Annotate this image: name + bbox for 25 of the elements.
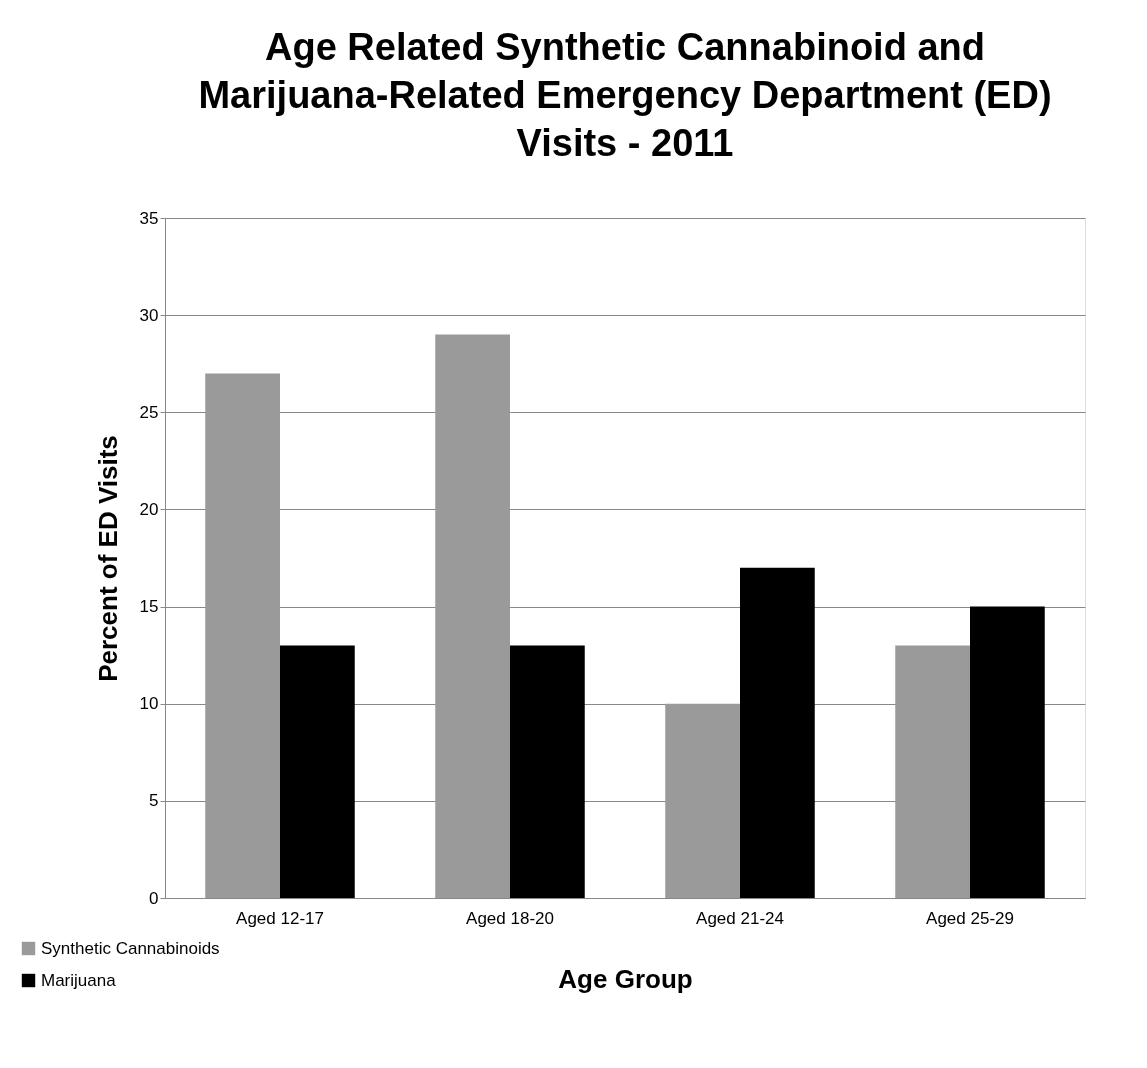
- bar: [205, 373, 280, 898]
- bar: [435, 334, 510, 898]
- y-tick-label: 35: [139, 208, 159, 228]
- y-tick-label: 0: [149, 888, 159, 908]
- y-tick-label: 15: [139, 597, 159, 617]
- x-axis-title: Age Group: [558, 963, 693, 994]
- legend-label: Marijuana: [41, 970, 117, 990]
- x-tick-label: Aged 25-29: [926, 908, 1014, 928]
- y-tick-label: 30: [139, 305, 159, 325]
- bar: [665, 703, 740, 898]
- bar: [510, 645, 585, 898]
- y-axis-title: Percent of ED Visits: [92, 435, 123, 682]
- x-tick-label: Aged 12-17: [236, 908, 324, 928]
- x-tick-label: Aged 21-24: [696, 908, 784, 928]
- y-tick-label: 20: [139, 499, 159, 519]
- bar: [740, 567, 815, 898]
- y-tick-label: 10: [139, 694, 159, 714]
- bar: [895, 645, 970, 898]
- y-tick-label: 25: [139, 402, 159, 422]
- y-tick-label: 5: [149, 791, 159, 811]
- bar: [280, 645, 355, 898]
- chart-title: Age Related Synthetic Cannabinoid and Marijuana-Related Emergency Department (ED) Visits - 2011: [198, 26, 1052, 164]
- bar: [970, 606, 1045, 898]
- x-tick-label: Aged 18-20: [466, 908, 554, 928]
- legend-label: Synthetic Cannabinoids: [41, 938, 220, 958]
